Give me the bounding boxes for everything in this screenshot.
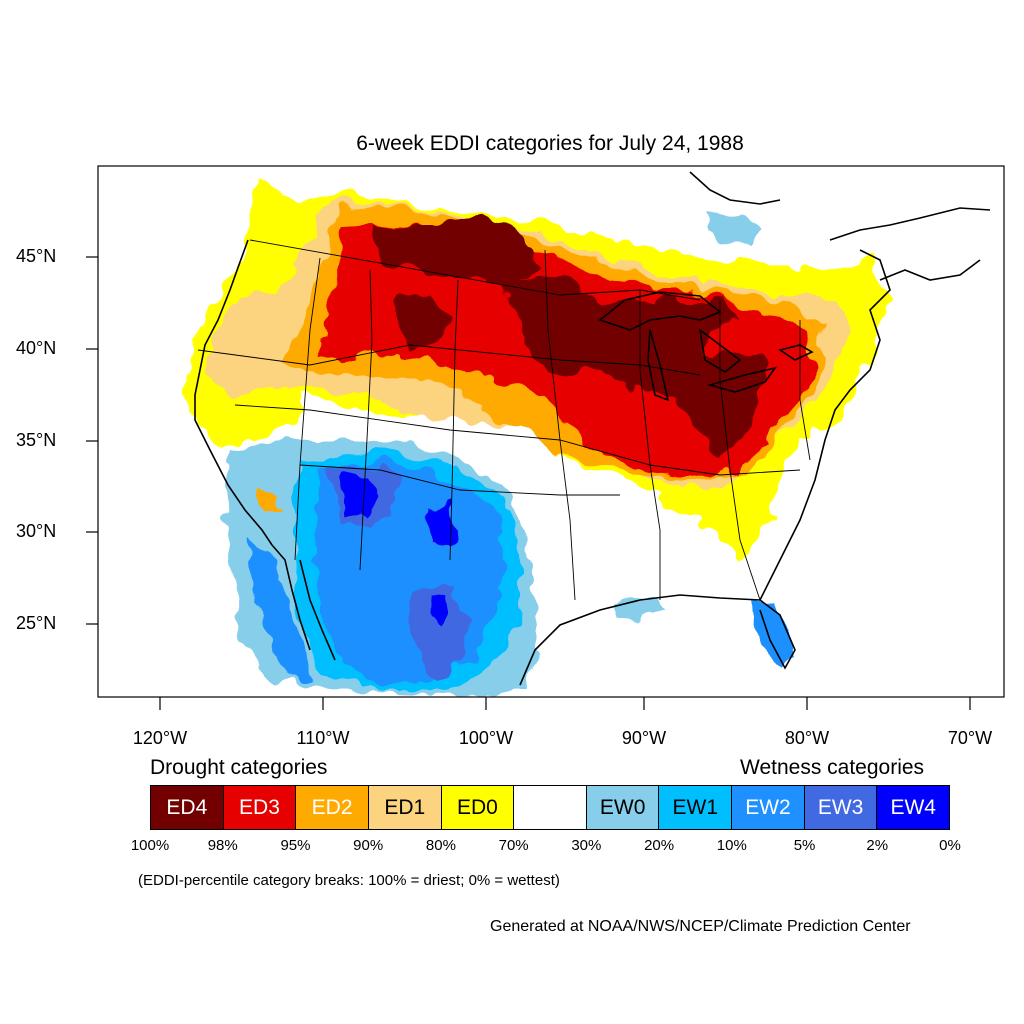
- legend-box-ew1: EW1: [659, 786, 733, 829]
- lat-label-40: 40°N: [16, 338, 57, 358]
- lat-label-45: 45°N: [16, 246, 57, 266]
- legend-box-ed3: ED3: [223, 786, 297, 829]
- drought-heading: Drought categories: [150, 756, 328, 779]
- ew2-region-florida: [750, 600, 795, 668]
- ed4-region-midwest: [500, 275, 770, 460]
- wetness-heading: Wetness categories: [740, 756, 925, 779]
- legend-box-neutral: [514, 786, 587, 829]
- map-title: 6-week EDDI categories for July 24, 1988: [356, 132, 744, 155]
- ew3-region-texas: [410, 585, 470, 680]
- lon-label-70: 70°W: [947, 728, 993, 748]
- percent-break-label: 100%: [130, 837, 170, 854]
- percent-break-label: 98%: [207, 837, 238, 854]
- neutral-southeast: [580, 500, 730, 600]
- lat-label-30: 30°N: [16, 521, 57, 541]
- legend-box-ed1: ED1: [368, 786, 442, 829]
- legend-box-ed2: ED2: [296, 786, 369, 829]
- legend-box-ed0: ED0: [441, 786, 515, 829]
- ed2-region-california: [258, 490, 282, 512]
- percent-break-label: 0%: [939, 837, 961, 854]
- ew0-region-gulf: [615, 598, 670, 620]
- ew0-region-quebec: [705, 210, 760, 245]
- coastlines: [194, 239, 891, 686]
- legend-box-ed4: ED4: [151, 786, 224, 829]
- axis-ticks: [86, 256, 971, 710]
- lon-label-120: 120°W: [132, 728, 188, 748]
- lon-label-90: 90°W: [621, 728, 667, 748]
- ed4-region-north: [370, 215, 540, 285]
- percent-break-label: 70%: [498, 837, 529, 854]
- ew4-region-arizona: [340, 475, 380, 515]
- lon-label-100: 100°W: [458, 728, 514, 748]
- percent-break-label: 10%: [716, 837, 747, 854]
- lon-label-80: 80°W: [784, 728, 830, 748]
- legend-box-ew0: EW0: [586, 786, 660, 829]
- lakes-and-coast: [598, 171, 991, 402]
- lat-label-25: 25°N: [16, 613, 57, 633]
- plot-frame: [97, 165, 1005, 698]
- category-note: (EDDI-percentile category breaks: 100% =…: [138, 872, 560, 889]
- legend-box-ew3: EW3: [804, 786, 878, 829]
- percent-break-label: 2%: [866, 837, 889, 854]
- percent-break-label: 80%: [425, 837, 456, 854]
- lat-label-35: 35°N: [16, 430, 57, 450]
- lon-label-110: 110°W: [296, 728, 350, 748]
- category-fill: [185, 180, 890, 695]
- percent-break-label: 95%: [280, 837, 311, 854]
- ew4-region-tx: [425, 592, 450, 628]
- ew2-region-baja: [250, 540, 310, 680]
- credit-line: Generated at NOAA/NWS/NCEP/Climate Predi…: [490, 918, 911, 935]
- ed4-region-montana: [395, 295, 450, 345]
- legend-box-ew4: EW4: [877, 786, 950, 829]
- percent-break-label: 30%: [571, 837, 602, 854]
- percent-break-label: 20%: [644, 837, 675, 854]
- percent-break-label: 90%: [353, 837, 384, 854]
- percent-break-label: 5%: [793, 837, 816, 854]
- category-legend: ED4 ED3 ED2 ED1 ED0 EW0 EW1 EW2 EW3 EW4: [150, 785, 950, 830]
- legend-box-ew2: EW2: [732, 786, 805, 829]
